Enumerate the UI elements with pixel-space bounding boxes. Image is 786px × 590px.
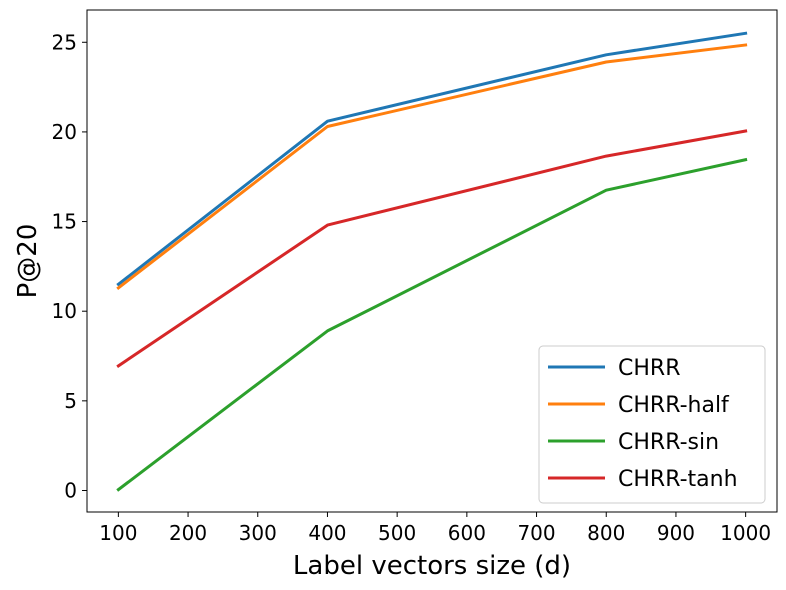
x-tick-label: 600: [448, 521, 486, 545]
plot-area: [86, 9, 778, 513]
y-axis: 0 5 10 15 20 25: [52, 30, 87, 502]
x-tick-label: 200: [169, 521, 207, 545]
series-line-chrr-half: [116, 43, 748, 291]
x-axis-label: Label vectors size (d): [293, 551, 571, 581]
y-tick-label: 0: [64, 478, 77, 502]
x-tick-label: 500: [378, 521, 416, 545]
x-tick-label: 100: [99, 521, 137, 545]
series-line-chrr-tanh: [116, 129, 748, 368]
x-tick-label: 1000: [720, 521, 771, 545]
x-axis: 100 200 300 400 500 600 700 800 900 1000: [99, 512, 771, 545]
legend-box: [538, 345, 766, 504]
x-tick-label: 900: [657, 521, 695, 545]
y-tick-label: 5: [64, 389, 77, 413]
x-tick-label: 800: [587, 521, 625, 545]
series-line-chrr-sin: [116, 157, 748, 492]
series-line-chrr: [116, 31, 748, 287]
y-tick-label: 25: [52, 30, 77, 54]
y-axis-label: P@20: [13, 224, 43, 299]
x-tick-label: 700: [517, 521, 555, 545]
y-tick-label: 10: [52, 299, 77, 323]
legend-label-chrr-sin: CHRR-sin: [618, 430, 719, 455]
y-tick-label: 20: [52, 120, 77, 144]
legend-label-chrr-half: CHRR-half: [618, 393, 730, 418]
series-lines: [116, 31, 748, 492]
plot-frame: [86, 9, 778, 513]
legend-label-chrr-tanh: CHRR-tanh: [618, 467, 738, 492]
x-tick-label: 400: [308, 521, 346, 545]
legend: CHRR CHRR-half CHRR-sin CHRR-tanh: [538, 345, 766, 504]
x-tick-label: 300: [239, 521, 277, 545]
legend-label-chrr: CHRR: [618, 356, 680, 381]
y-tick-label: 15: [52, 210, 77, 234]
